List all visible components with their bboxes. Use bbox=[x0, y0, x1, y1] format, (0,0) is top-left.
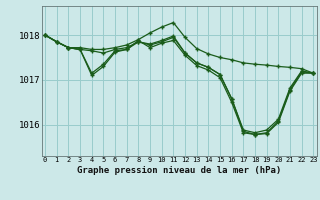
X-axis label: Graphe pression niveau de la mer (hPa): Graphe pression niveau de la mer (hPa) bbox=[77, 166, 281, 175]
